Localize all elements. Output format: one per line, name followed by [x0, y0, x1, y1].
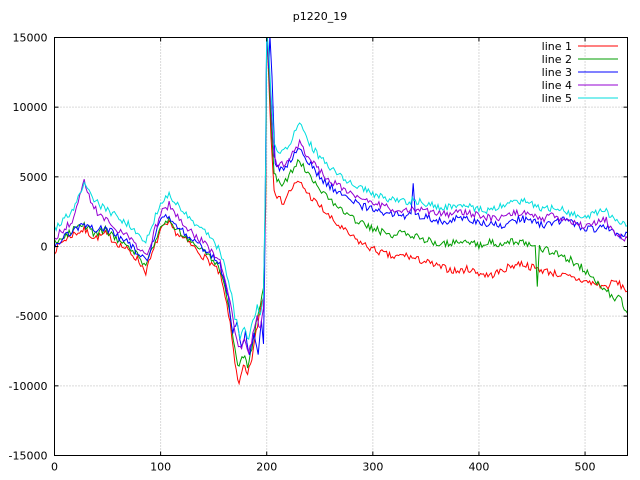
y-tick-label: 10000	[13, 101, 48, 114]
plot-border	[54, 37, 628, 456]
legend-label: line 3	[542, 66, 572, 79]
y-tick-label: -5000	[16, 310, 48, 323]
tick-labels: 0 100 200 300 400 500 -15000 -10000 -5000 0 5000 10…	[9, 32, 596, 474]
series-line-4	[54, 37, 628, 356]
legend-label: line 1	[542, 40, 572, 53]
legend-label: line 2	[542, 53, 572, 66]
y-tick-label: 15000	[13, 32, 48, 45]
x-tick-label: 100	[150, 461, 171, 474]
x-tick-label: 300	[362, 461, 383, 474]
y-tick-label: 0	[41, 241, 48, 254]
series-line-3	[54, 37, 628, 356]
series-line-5	[54, 37, 628, 340]
y-tick-label: -10000	[9, 380, 48, 393]
y-tick-label: -15000	[9, 450, 48, 463]
series-line-1	[54, 37, 628, 386]
x-tick-label: 500	[575, 461, 596, 474]
x-tick-label: 200	[256, 461, 277, 474]
x-tick-label: 400	[468, 461, 489, 474]
chart-title: p1220_19	[292, 10, 348, 23]
series-group	[54, 37, 628, 386]
y-tick-label: 5000	[20, 171, 48, 184]
x-tick-label: 0	[51, 461, 58, 474]
legend-label: line 5	[542, 92, 572, 105]
legend-label: line 4	[542, 79, 572, 92]
